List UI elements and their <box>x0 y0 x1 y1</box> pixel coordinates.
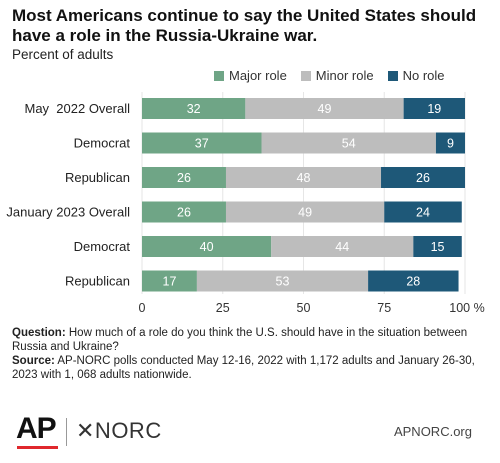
legend-item-minor: Minor role <box>300 68 374 83</box>
data-label-none: 28 <box>406 275 420 289</box>
data-label-none: 9 <box>447 137 454 151</box>
data-label-major: 26 <box>177 171 191 185</box>
bar-minor <box>271 236 414 257</box>
bar-none <box>381 167 465 188</box>
bar-major <box>142 132 262 154</box>
chart-title: Most Americans continue to say the Unite… <box>12 6 477 45</box>
question-text: How much of a role do you think the U.S.… <box>12 327 468 353</box>
x-tick-label: 25 <box>216 301 230 315</box>
bar-none <box>368 270 459 292</box>
data-label-none: 26 <box>416 171 430 185</box>
data-label-minor: 48 <box>297 171 311 185</box>
data-label-major: 26 <box>177 206 191 220</box>
category-label: Democrat <box>74 136 131 151</box>
data-label-major: 17 <box>163 275 177 289</box>
logo-divider <box>66 418 67 446</box>
data-label-major: 40 <box>200 240 214 254</box>
bar-minor <box>225 167 382 188</box>
data-label-major: 32 <box>187 102 201 116</box>
category-label: January 2023 Overall <box>6 205 130 220</box>
bar-minor <box>245 98 404 119</box>
x-tick-label: 50 <box>297 301 311 315</box>
data-label-minor: 49 <box>318 102 332 116</box>
footnote: Question: How much of a role do you thin… <box>12 326 490 382</box>
site-link[interactable]: APNORC.org <box>393 424 472 439</box>
norc-logo: ✕NORC <box>76 418 162 443</box>
data-label-none: 24 <box>416 206 430 220</box>
bar-minor <box>225 201 385 223</box>
legend-label-none: No role <box>402 68 445 83</box>
bar-none <box>384 201 462 223</box>
category-label: Republican <box>65 274 130 289</box>
category-label: Republican <box>65 170 130 185</box>
x-tick-label: 0 <box>139 301 146 315</box>
x-tick-label: 75 <box>377 301 391 315</box>
ap-logo-underline <box>17 446 58 449</box>
bar-none <box>403 98 465 119</box>
question-label: Question: <box>12 327 66 339</box>
stacked-bar-chart: May 2022 Overall 32 49 19 Democrat 37 54 9 Repub… <box>6 92 485 315</box>
category-label: Democrat <box>74 239 131 254</box>
bar-major <box>142 270 197 292</box>
data-label-minor: 54 <box>342 137 356 151</box>
bar-minor <box>261 132 436 154</box>
branding-bar: AP ✕NORC APNORC.org <box>0 410 500 450</box>
chart-subtitle: Percent of adults <box>12 47 114 62</box>
category-label: May 2022 Overall <box>25 101 131 116</box>
bar-major <box>142 167 226 188</box>
source-label: Source: <box>12 355 55 367</box>
source-text: AP-NORC polls conducted May 12-16, 2022 … <box>12 355 475 381</box>
data-label-major: 37 <box>195 137 209 151</box>
legend-item-none: No role <box>387 68 445 83</box>
x-tick-label: 100 % <box>449 301 484 315</box>
bar-major <box>142 98 246 119</box>
legend-swatch-minor <box>300 70 311 81</box>
bar-major <box>142 201 226 223</box>
bar-none <box>435 132 465 154</box>
legend-swatch-major <box>214 70 224 81</box>
data-label-none: 19 <box>427 102 441 116</box>
data-label-none: 15 <box>431 240 445 254</box>
legend-swatch-none <box>387 70 398 81</box>
ap-logo: AP <box>16 412 57 445</box>
legend-label-minor: Minor role <box>315 68 374 83</box>
data-label-minor: 49 <box>298 206 312 220</box>
data-label-minor: 53 <box>276 275 290 289</box>
data-label-minor: 44 <box>335 240 349 254</box>
source-note: Source: AP-NORC polls conducted May 12-1… <box>12 354 490 382</box>
bar-minor <box>196 270 369 292</box>
legend-label-major: Major role <box>229 68 287 83</box>
bar-major <box>142 236 272 257</box>
legend: Major role Minor role No role <box>214 68 445 83</box>
bar-none <box>413 236 462 257</box>
question-note: Question: How much of a role do you thin… <box>12 326 490 354</box>
legend-item-major: Major role <box>214 68 287 83</box>
